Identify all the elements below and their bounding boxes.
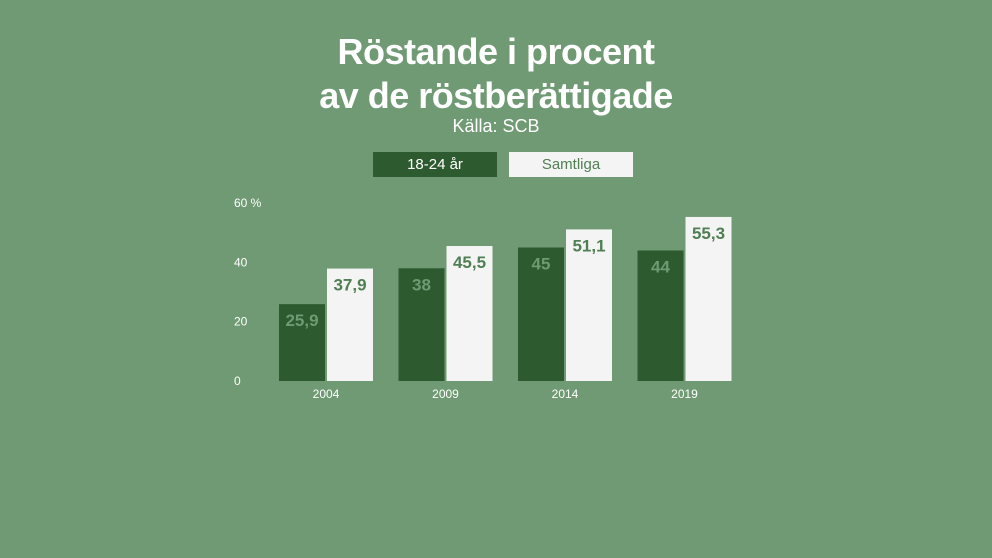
bar-young	[637, 250, 684, 381]
bar-all	[566, 229, 612, 381]
data-label: 38	[412, 275, 431, 294]
x-tick-label: 2019	[671, 387, 698, 401]
x-tick-label: 2004	[313, 387, 340, 401]
bar-young	[279, 304, 325, 381]
y-tick-label: 60 %	[234, 196, 262, 210]
data-label: 55,3	[692, 224, 725, 243]
y-tick-label: 40	[234, 255, 248, 269]
bar-all	[446, 246, 493, 381]
source-label: Källa: SCB	[452, 116, 540, 136]
bar-all	[685, 216, 732, 381]
data-label: 45	[532, 255, 551, 274]
bar-young	[398, 268, 445, 381]
data-label: 45,5	[453, 253, 486, 272]
title-line-2: av de röstberättigade	[319, 75, 673, 116]
data-label: 25,9	[285, 311, 318, 330]
y-tick-label: 20	[234, 315, 248, 329]
bar-all	[327, 268, 373, 381]
bar-young	[518, 247, 564, 381]
x-tick-label: 2009	[432, 387, 459, 401]
legend-item-samtliga: Samtliga	[509, 152, 633, 177]
data-label: 37,9	[333, 276, 366, 295]
y-tick-label: 0	[234, 374, 241, 388]
x-tick-label: 2014	[552, 387, 579, 401]
chart-title: Röstande i procent av de röstberättigade	[0, 30, 992, 118]
title-line-1: Röstande i procent	[337, 31, 655, 72]
legend-item-18-24: 18-24 år	[373, 152, 497, 177]
data-label: 51,1	[572, 236, 605, 255]
data-label: 44	[651, 257, 670, 276]
